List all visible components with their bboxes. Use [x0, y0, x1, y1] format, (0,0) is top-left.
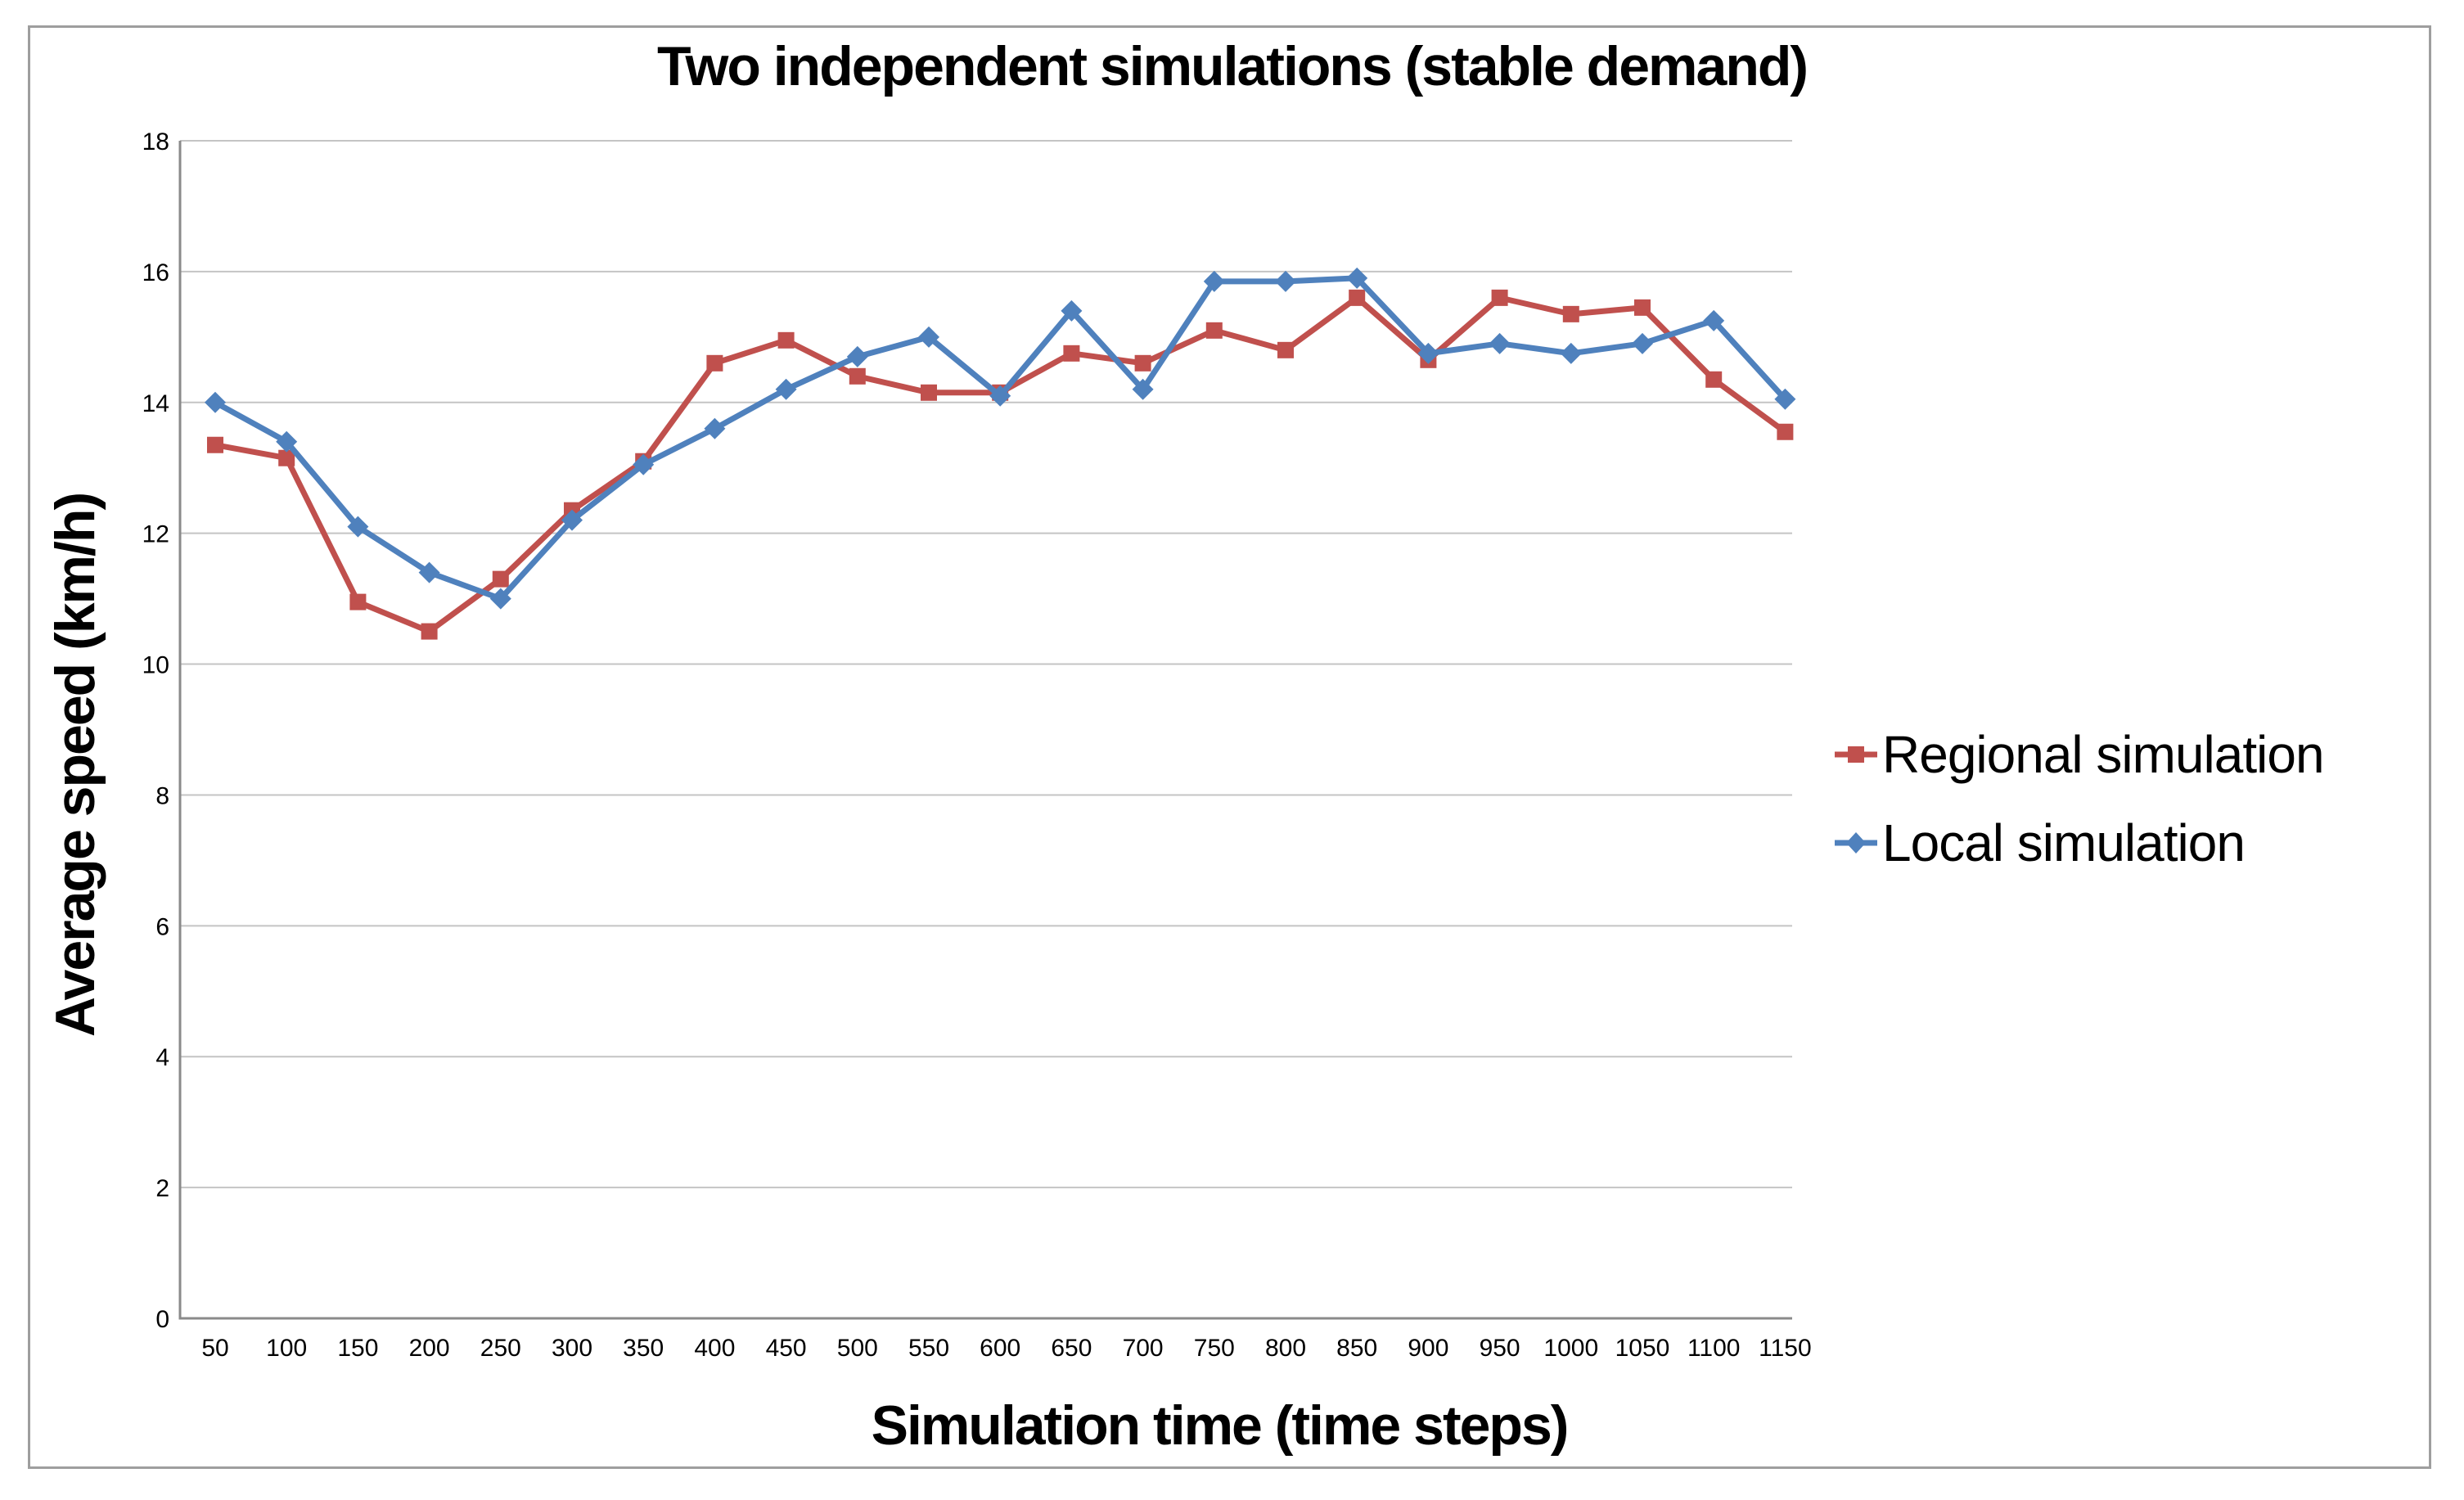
regional-series-marker-icon	[1835, 746, 1877, 763]
local-data-point-marker[interactable]	[1560, 342, 1582, 364]
regional-data-point-marker[interactable]	[1777, 423, 1794, 440]
local-data-point-marker[interactable]	[704, 417, 726, 439]
regional-data-point-marker[interactable]	[777, 331, 795, 349]
x-tick-label: 350	[623, 1335, 664, 1362]
regional-data-point-marker[interactable]	[1562, 305, 1579, 322]
legend-label-regional: Regional simulation	[1882, 725, 2325, 784]
y-tick-label: 12	[142, 521, 169, 548]
x-tick-label: 500	[837, 1335, 878, 1362]
local-data-point-marker[interactable]	[205, 391, 226, 413]
x-tick-label: 650	[1051, 1335, 1092, 1362]
regional-data-point-marker[interactable]	[1205, 322, 1223, 339]
y-tick-label: 10	[142, 652, 169, 679]
local-data-point-marker[interactable]	[989, 385, 1011, 407]
local-data-point-marker[interactable]	[561, 509, 583, 531]
chart-outer-border	[28, 25, 2431, 1469]
regional-data-point-marker[interactable]	[1705, 371, 1723, 388]
y-tick-label: 4	[155, 1044, 169, 1071]
y-tick-label: 14	[142, 390, 169, 417]
x-tick-label: 300	[552, 1335, 592, 1362]
regional-data-point-marker[interactable]	[207, 436, 223, 453]
local-data-point-marker[interactable]	[1061, 300, 1083, 322]
local-data-point-marker[interactable]	[347, 516, 369, 538]
regional-data-point-marker[interactable]	[1277, 341, 1294, 358]
regional-data-point-marker[interactable]	[421, 623, 438, 640]
local-data-point-marker[interactable]	[775, 378, 797, 400]
legend: Regional simulation Local simulation	[1835, 710, 2325, 887]
x-tick-label: 900	[1408, 1335, 1448, 1362]
local-data-point-marker[interactable]	[1489, 332, 1511, 354]
local-data-point-marker[interactable]	[846, 345, 868, 367]
y-tick-label: 16	[142, 259, 169, 286]
local-data-point-marker[interactable]	[918, 326, 939, 348]
local-data-point-marker[interactable]	[1632, 332, 1653, 354]
local-data-point-marker[interactable]	[1132, 378, 1154, 400]
regional-data-point-marker[interactable]	[706, 354, 723, 372]
y-tick-label: 6	[155, 913, 169, 940]
x-tick-label: 50	[201, 1335, 228, 1362]
regional-data-point-marker[interactable]	[1063, 345, 1080, 362]
y-tick-label: 8	[155, 782, 169, 809]
x-tick-label: 250	[480, 1335, 521, 1362]
y-axis-title: Average speed (km/h)	[44, 493, 106, 1038]
regional-data-point-marker[interactable]	[492, 570, 509, 588]
x-tick-label: 850	[1336, 1335, 1377, 1362]
regional-data-point-marker[interactable]	[849, 367, 866, 385]
local-data-point-marker[interactable]	[1703, 309, 1725, 331]
x-tick-label: 1100	[1687, 1335, 1741, 1362]
x-tick-label: 700	[1123, 1335, 1164, 1362]
y-tick-label: 18	[142, 128, 169, 155]
y-tick-label: 0	[155, 1306, 169, 1333]
regional-data-point-marker[interactable]	[349, 593, 367, 610]
x-tick-label: 450	[766, 1335, 807, 1362]
regional-data-point-marker[interactable]	[1634, 299, 1651, 316]
regional-data-point-marker[interactable]	[1134, 354, 1151, 372]
local-data-point-marker[interactable]	[1275, 270, 1296, 292]
x-axis-title: Simulation time (time steps)	[871, 1394, 1570, 1457]
x-tick-label: 100	[266, 1335, 307, 1362]
y-tick-label: 2	[155, 1175, 169, 1202]
x-tick-label: 1050	[1615, 1335, 1670, 1362]
legend-item-regional[interactable]: Regional simulation	[1835, 710, 2325, 799]
local-data-point-marker[interactable]	[276, 430, 298, 453]
legend-item-local[interactable]: Local simulation	[1835, 799, 2324, 887]
regional-data-point-marker[interactable]	[1349, 289, 1366, 306]
x-tick-label: 800	[1265, 1335, 1306, 1362]
x-tick-label: 550	[908, 1335, 949, 1362]
x-tick-label: 200	[409, 1335, 450, 1362]
regional-data-point-marker[interactable]	[278, 449, 295, 466]
regional-data-point-marker[interactable]	[1491, 289, 1508, 306]
chart-title: Two independent simulations (stable dema…	[656, 35, 1809, 97]
local-series-marker-icon	[1835, 832, 1877, 854]
local-data-point-marker[interactable]	[1774, 388, 1796, 410]
x-tick-label: 950	[1480, 1335, 1520, 1362]
x-tick-label: 1000	[1543, 1335, 1598, 1362]
legend-label-local: Local simulation	[1882, 813, 2246, 872]
x-tick-label: 150	[337, 1335, 378, 1362]
x-tick-label: 600	[980, 1335, 1020, 1362]
regional-data-point-marker[interactable]	[921, 384, 937, 401]
local-series-line[interactable]	[212, 275, 1788, 602]
local-data-point-marker[interactable]	[1346, 267, 1368, 289]
x-tick-label: 400	[694, 1335, 735, 1362]
local-data-point-marker[interactable]	[1417, 342, 1439, 364]
local-data-point-marker[interactable]	[489, 588, 511, 610]
local-data-point-marker[interactable]	[1203, 270, 1225, 292]
x-tick-label: 1150	[1759, 1335, 1812, 1362]
x-tick-label: 750	[1194, 1335, 1235, 1362]
local-data-point-marker[interactable]	[633, 453, 655, 475]
local-data-point-marker[interactable]	[418, 561, 440, 583]
